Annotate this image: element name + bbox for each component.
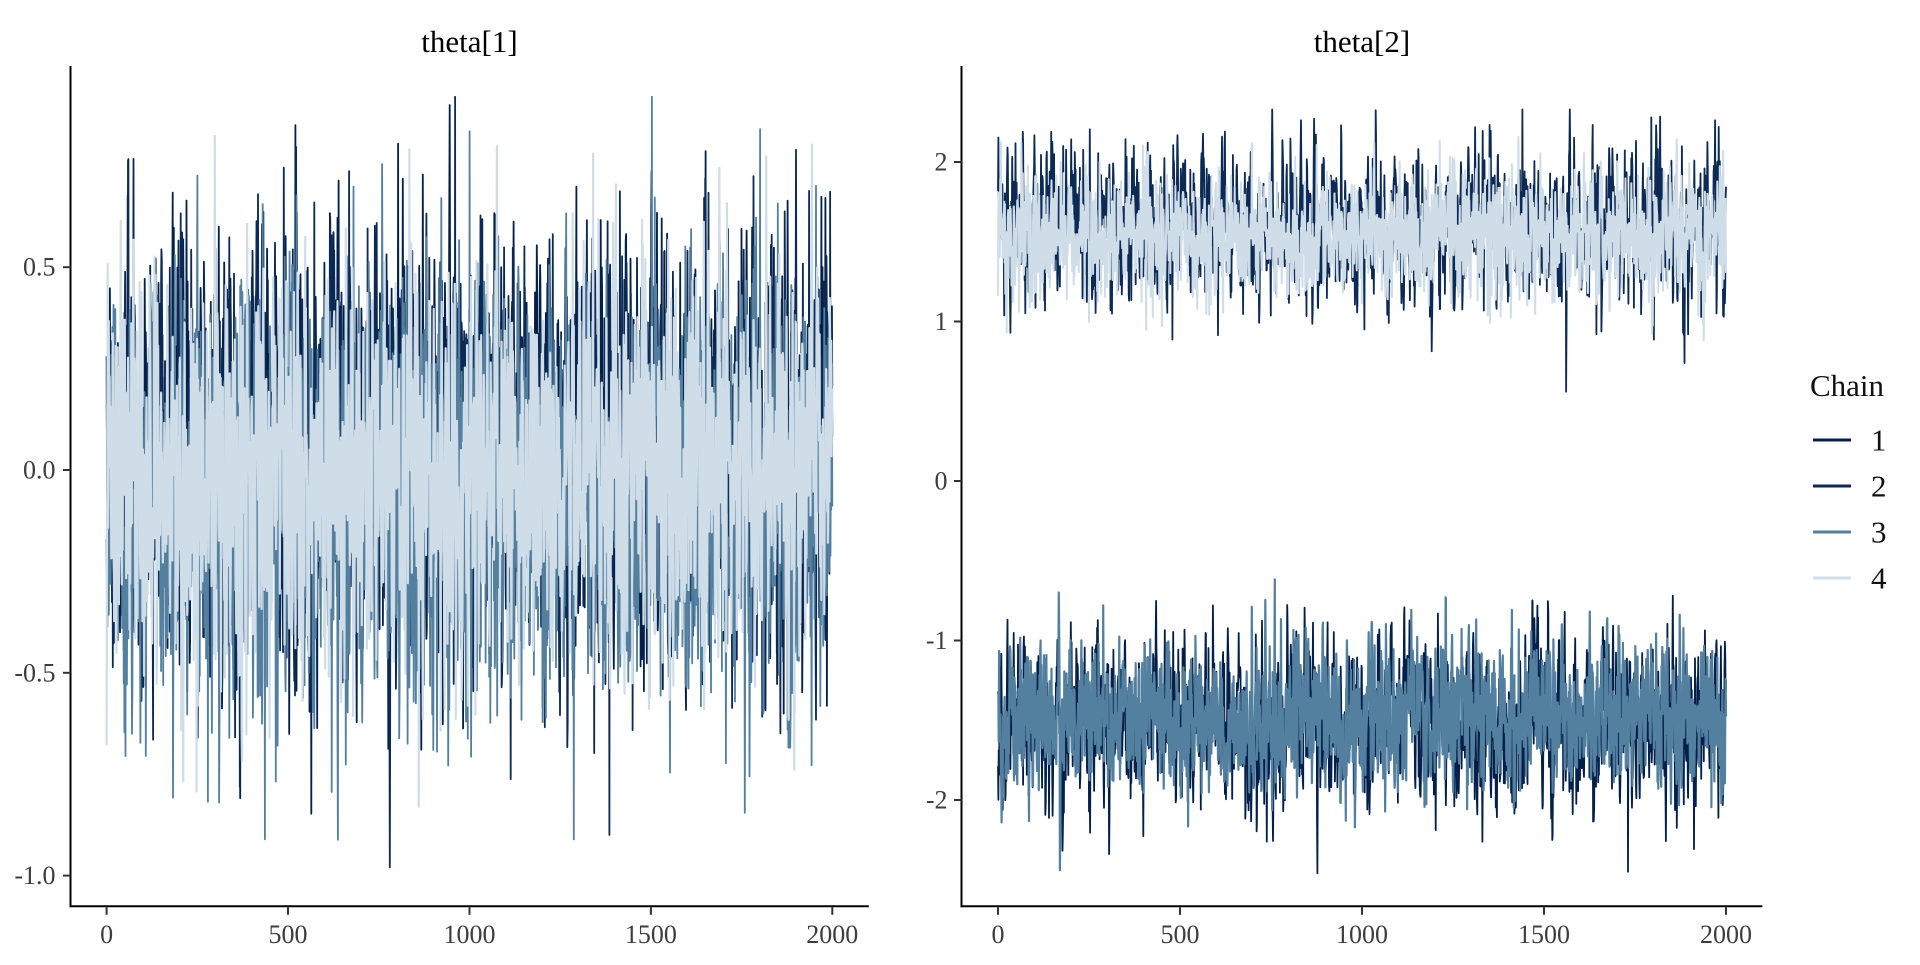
svg-text:500: 500 [269, 920, 308, 949]
svg-text:1: 1 [1871, 423, 1887, 458]
svg-text:-2: -2 [926, 786, 948, 815]
svg-text:1000: 1000 [444, 920, 496, 949]
svg-text:0.5: 0.5 [23, 253, 56, 282]
svg-text:1000: 1000 [1336, 920, 1388, 949]
svg-text:1500: 1500 [1518, 920, 1570, 949]
svg-text:-1.0: -1.0 [14, 861, 55, 890]
svg-text:Chain: Chain [1810, 368, 1885, 403]
svg-text:-0.5: -0.5 [14, 658, 55, 687]
svg-text:3: 3 [1871, 515, 1887, 550]
svg-text:theta[2]: theta[2] [1314, 24, 1410, 59]
svg-text:-1: -1 [926, 626, 948, 655]
svg-text:4: 4 [1871, 561, 1887, 596]
svg-text:1: 1 [935, 307, 948, 336]
svg-text:0: 0 [100, 920, 113, 949]
svg-text:theta[1]: theta[1] [421, 24, 517, 59]
svg-text:2: 2 [1871, 469, 1887, 504]
svg-text:0: 0 [935, 467, 948, 496]
svg-text:1500: 1500 [625, 920, 677, 949]
svg-text:0.0: 0.0 [23, 456, 56, 485]
svg-text:2000: 2000 [806, 920, 858, 949]
svg-text:2000: 2000 [1700, 920, 1752, 949]
svg-text:500: 500 [1161, 920, 1200, 949]
svg-text:0: 0 [992, 920, 1005, 949]
svg-text:2: 2 [935, 148, 948, 177]
